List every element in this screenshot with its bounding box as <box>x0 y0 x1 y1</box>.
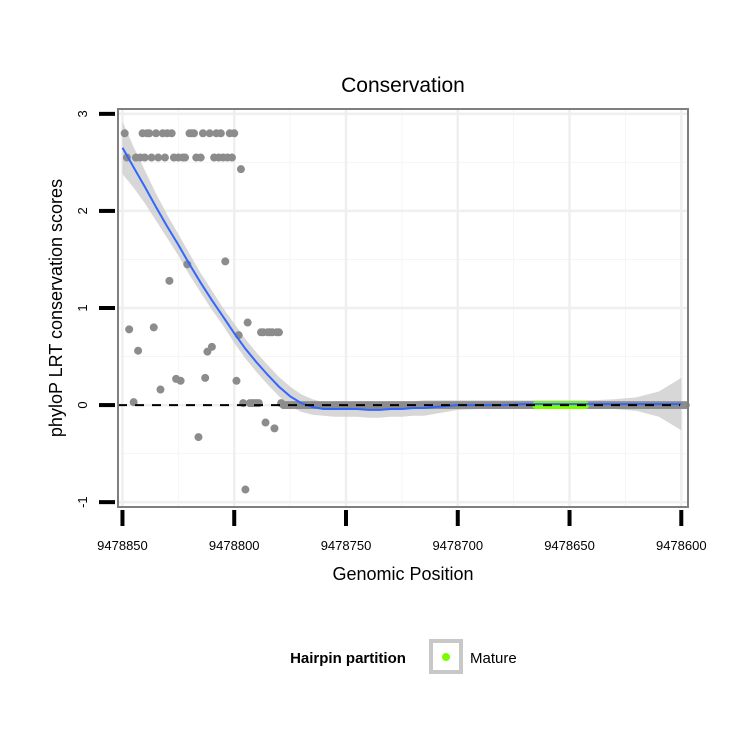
legend: Hairpin partition Mature <box>290 639 517 674</box>
data-point <box>270 424 279 433</box>
data-point <box>216 129 225 138</box>
data-point <box>176 376 185 385</box>
data-point <box>207 342 216 351</box>
data-point <box>228 153 236 162</box>
data-point <box>145 129 154 138</box>
y-tick-label: 1 <box>75 304 90 311</box>
data-point <box>198 129 207 138</box>
data-point <box>120 129 129 138</box>
data-point <box>190 129 198 138</box>
data-point <box>194 433 203 442</box>
data-point <box>201 373 210 382</box>
data-point <box>181 153 190 162</box>
legend-title: Hairpin partition <box>290 650 406 667</box>
data-point <box>205 129 214 138</box>
data-point <box>165 276 174 285</box>
smooth-line-layer <box>118 147 682 411</box>
confidence-band <box>122 121 682 431</box>
confidence-band-layer <box>122 121 682 431</box>
axes-layer: 9478850 9478800 9478750 9478700 9478650 94786… <box>75 108 707 553</box>
data-point <box>149 323 158 332</box>
data-point <box>236 165 245 174</box>
plot-border <box>117 108 689 508</box>
data-point <box>241 485 250 494</box>
grid-layer <box>118 109 688 507</box>
x-tick-label: 9478600 <box>656 538 707 553</box>
y-tick-label: 3 <box>75 110 90 117</box>
y-axis-label: phyloP LRT conservation scores <box>46 179 66 437</box>
data-point <box>140 153 149 162</box>
data-point <box>261 418 270 427</box>
x-tick-label: 9478650 <box>544 538 595 553</box>
data-point <box>274 328 283 337</box>
y-tick-label: 0 <box>75 401 90 408</box>
x-tick-label: 9478750 <box>321 538 372 553</box>
data-point <box>152 129 160 138</box>
data-point <box>230 129 239 138</box>
data-point <box>154 153 163 162</box>
x-axis-label: Genomic Position <box>332 564 473 584</box>
data-point <box>160 153 169 162</box>
data-point <box>125 325 134 334</box>
legend-label-mature: Mature <box>470 650 517 667</box>
data-point <box>196 153 205 162</box>
data-point <box>156 385 165 394</box>
x-tick-label: 9478850 <box>97 538 148 553</box>
legend-key-mature-dot <box>442 653 450 661</box>
y-tick-label: 2 <box>75 207 90 214</box>
data-point <box>134 346 143 355</box>
x-tick-label: 9478700 <box>432 538 483 553</box>
legend-key-mature <box>429 639 463 674</box>
data-point <box>147 153 156 162</box>
data-point <box>167 129 176 138</box>
x-tick-label: 9478800 <box>209 538 260 553</box>
data-point <box>232 376 241 385</box>
data-point <box>221 257 230 266</box>
chart-title: Conservation <box>341 74 465 97</box>
y-tick-label: -1 <box>75 496 90 508</box>
data-point <box>243 318 252 327</box>
